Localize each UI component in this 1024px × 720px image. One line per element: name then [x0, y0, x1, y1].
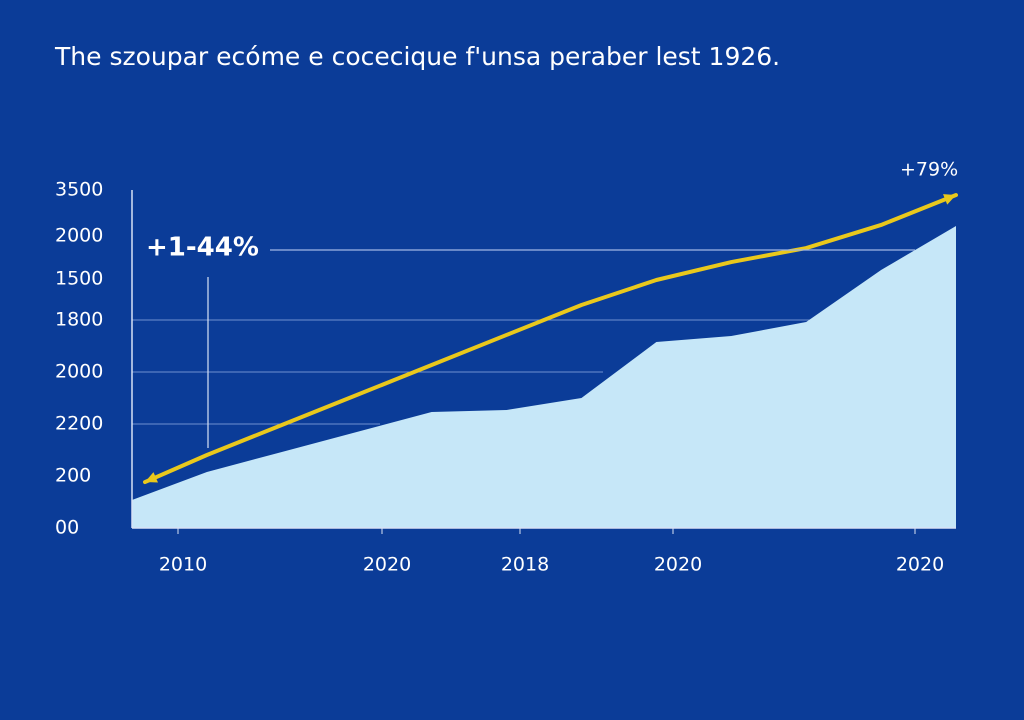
- y-tick-label: 3500: [55, 179, 103, 201]
- x-tick-label: 2020: [654, 554, 702, 576]
- chart-subtitle: The szoupar ecóme e cocecique f'unsa per…: [54, 42, 780, 71]
- trend-line: [143, 193, 958, 485]
- y-tick-label: 2000: [55, 361, 103, 383]
- annotation: +79%: [900, 159, 958, 181]
- x-tick-label: 2010: [159, 554, 207, 576]
- y-tick-label: 2200: [55, 413, 103, 435]
- arrow-head: [943, 194, 956, 205]
- y-tick-label: 2000: [55, 225, 103, 247]
- x-tick-label: 2018: [501, 554, 549, 576]
- y-tick-label: 1500: [55, 268, 103, 290]
- arrow-head: [145, 472, 158, 483]
- annotation: +1-44%: [146, 233, 259, 263]
- y-tick-label: 00: [55, 517, 79, 539]
- x-tick-label: 2020: [363, 554, 411, 576]
- x-tick-label: 2020: [896, 554, 944, 576]
- area: [132, 226, 956, 528]
- y-tick-label: 200: [55, 465, 91, 487]
- plot: [132, 193, 958, 528]
- y-tick-label: 1800: [55, 309, 103, 331]
